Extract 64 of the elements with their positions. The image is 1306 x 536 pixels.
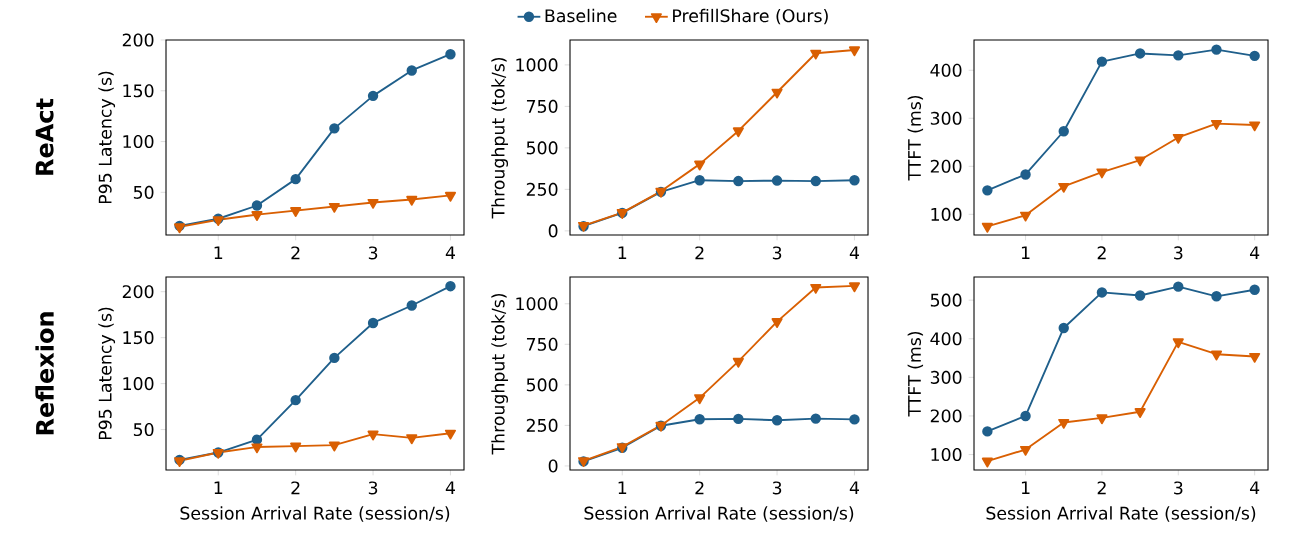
x-tick-label: 4: [1249, 481, 1260, 495]
y-tick-label: 150: [123, 331, 154, 345]
y-axis-title: TTFT (ms): [907, 331, 924, 417]
y-tick-label: 100: [123, 135, 154, 149]
x-tick-label: 1: [1021, 246, 1030, 260]
y-tick-label: 400: [930, 332, 962, 346]
x-tick-label: 2: [1097, 481, 1106, 495]
text: Reflexion: [35, 312, 54, 435]
y-tick-label: 200: [930, 409, 962, 423]
x-tick-label: 2: [695, 481, 704, 495]
y-tick-label: 0: [548, 224, 558, 238]
x-tick-label: 3: [1174, 481, 1183, 495]
y-tick-label: 100: [931, 448, 962, 462]
y-tick-label: 1000: [516, 58, 558, 72]
y-axis-title: P95 Latency (s): [98, 307, 116, 440]
y-tick-label: 100: [123, 377, 154, 391]
x-tick-label: 1: [214, 246, 223, 260]
y-tick-label: 0: [548, 459, 558, 473]
y-tick-label: 100: [931, 207, 962, 221]
y-tick-label: 250: [526, 182, 558, 196]
x-tick-label: 2: [695, 246, 704, 260]
x-tick-label: 1: [618, 481, 627, 495]
y-tick-label: 50: [133, 423, 154, 437]
text: ReAct: [35, 98, 54, 175]
y-axis-title: Throughput (tok/s): [491, 57, 509, 219]
y-tick-label: 50: [133, 185, 154, 199]
x-tick-label: 4: [445, 481, 455, 495]
x-tick-label: 3: [368, 481, 378, 495]
x-tick-label: 2: [291, 481, 300, 495]
x-tick-label: 3: [772, 481, 782, 495]
x-tick-label: 3: [368, 246, 378, 260]
y-tick-label: 750: [526, 99, 558, 113]
x-tick-label: 4: [849, 246, 860, 260]
x-tick-label: 2: [291, 246, 300, 260]
y-tick-label: 150: [123, 84, 154, 98]
x-tick-label: 2: [1097, 246, 1106, 260]
x-axis-title: Session Arrival Rate (session/s): [584, 506, 854, 522]
x-tick-label: 4: [445, 246, 455, 260]
y-axis-title: TTFT (ms): [907, 95, 924, 181]
x-tick-label: 4: [1249, 246, 1260, 260]
x-tick-label: 1: [618, 246, 627, 260]
x-axis-title: Session Arrival Rate (session/s): [986, 506, 1256, 522]
x-tick-label: 3: [772, 246, 782, 260]
y-tick-label: 500: [526, 141, 558, 155]
x-tick-label: 4: [849, 481, 860, 495]
y-tick-label: 200: [930, 159, 962, 173]
y-axis-title: Throughput (tok/s): [491, 293, 509, 455]
legend-label: PrefillShare (Ours): [673, 8, 828, 25]
x-tick-label: 1: [214, 481, 223, 495]
y-tick-label: 300: [930, 111, 962, 125]
legend-label: Baseline: [545, 8, 617, 23]
y-tick-label: 750: [526, 337, 558, 351]
x-tick-label: 3: [1174, 246, 1183, 260]
y-tick-label: 300: [930, 370, 962, 384]
y-axis-title: P95 Latency (s): [98, 71, 116, 204]
y-tick-label: 200: [122, 33, 154, 47]
y-tick-label: 400: [930, 63, 962, 77]
y-tick-label: 1000: [516, 297, 558, 311]
y-tick-label: 500: [526, 378, 558, 392]
y-tick-label: 250: [526, 418, 558, 432]
x-tick-label: 1: [1021, 481, 1030, 495]
y-tick-label: 500: [930, 293, 962, 307]
x-axis-title: Session Arrival Rate (session/s): [180, 506, 450, 522]
y-tick-label: 200: [122, 285, 154, 299]
